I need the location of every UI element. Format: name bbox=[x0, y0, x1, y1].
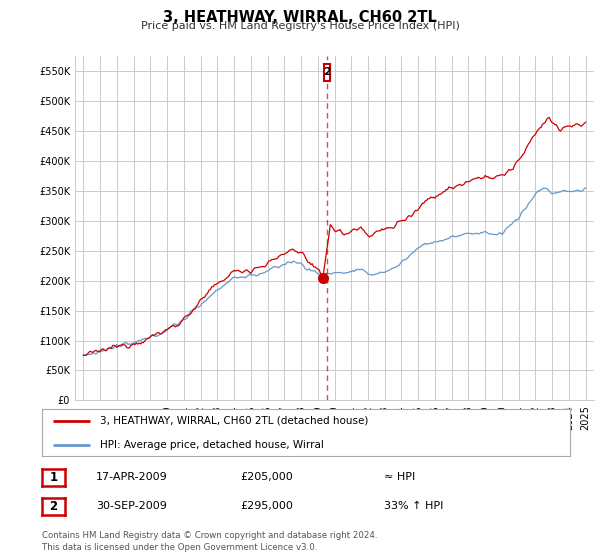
Text: 17-APR-2009: 17-APR-2009 bbox=[96, 472, 168, 482]
Text: 1: 1 bbox=[49, 471, 58, 484]
Text: 33% ↑ HPI: 33% ↑ HPI bbox=[384, 501, 443, 511]
Text: Contains HM Land Registry data © Crown copyright and database right 2024.
This d: Contains HM Land Registry data © Crown c… bbox=[42, 531, 377, 552]
Text: HPI: Average price, detached house, Wirral: HPI: Average price, detached house, Wirr… bbox=[100, 440, 324, 450]
Text: 30-SEP-2009: 30-SEP-2009 bbox=[96, 501, 167, 511]
FancyBboxPatch shape bbox=[324, 64, 330, 81]
Text: 2: 2 bbox=[49, 500, 58, 513]
Text: 3, HEATHWAY, WIRRAL, CH60 2TL: 3, HEATHWAY, WIRRAL, CH60 2TL bbox=[163, 10, 437, 25]
Text: £295,000: £295,000 bbox=[240, 501, 293, 511]
Text: 2: 2 bbox=[323, 67, 331, 77]
Text: 3, HEATHWAY, WIRRAL, CH60 2TL (detached house): 3, HEATHWAY, WIRRAL, CH60 2TL (detached … bbox=[100, 416, 368, 426]
Text: £205,000: £205,000 bbox=[240, 472, 293, 482]
Text: Price paid vs. HM Land Registry's House Price Index (HPI): Price paid vs. HM Land Registry's House … bbox=[140, 21, 460, 31]
Text: ≈ HPI: ≈ HPI bbox=[384, 472, 415, 482]
